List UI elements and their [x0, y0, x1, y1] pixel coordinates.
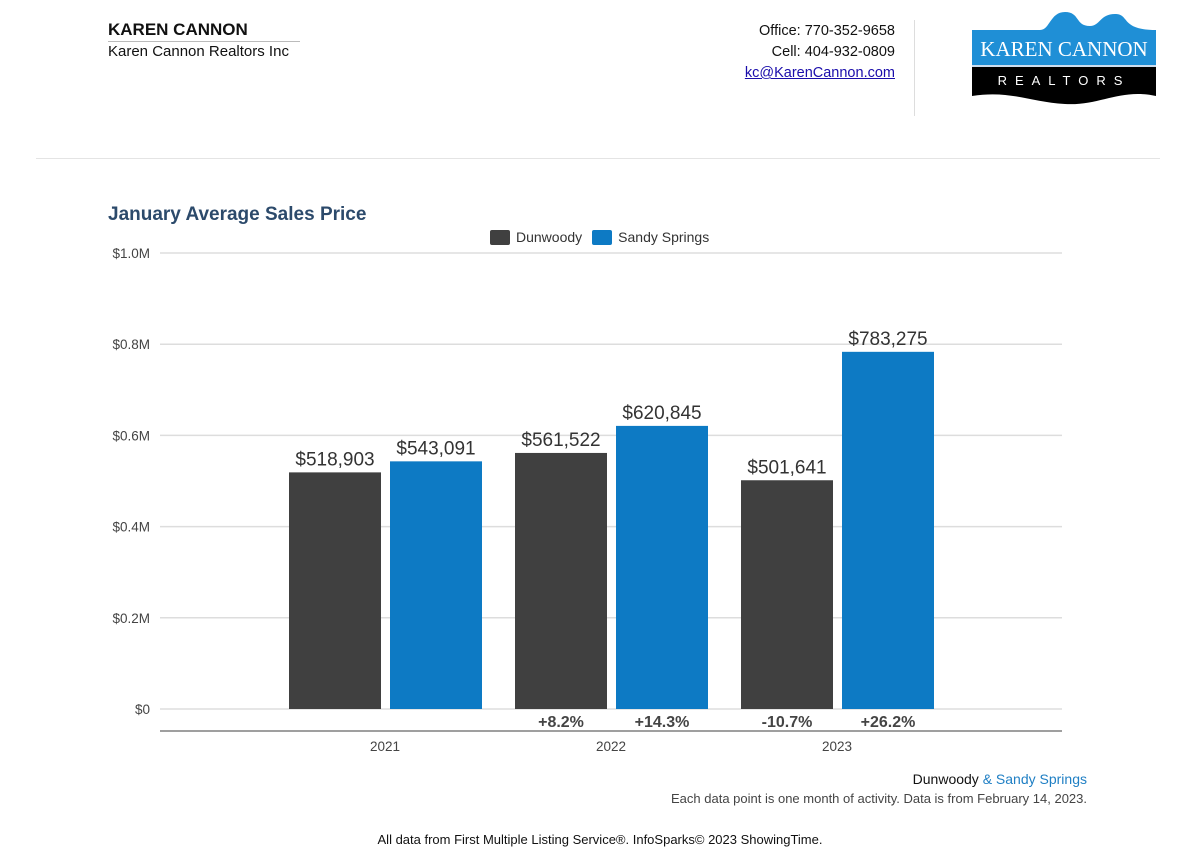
legend-label-dunwoody: Dunwoody: [516, 229, 583, 245]
divider: [108, 41, 300, 42]
data-note: Each data point is one month of activity…: [671, 791, 1087, 806]
legend-swatch-sandy-springs: [592, 229, 613, 245]
logo-subtext: REALTORS: [998, 73, 1131, 88]
change-label: +8.2%: [538, 714, 584, 731]
office-phone: Office: 770-352-9658: [759, 23, 895, 39]
x-tick-label: 2023: [822, 739, 852, 754]
legend-swatch-dunwoody: [490, 229, 510, 245]
chart-title: January Average Sales Price: [108, 204, 367, 225]
y-tick-label: $0.2M: [112, 611, 150, 626]
change-label: -10.7%: [762, 714, 813, 731]
bar-chart: $0 $0.2M $0.4M $0.6M $0.8M $1.0M 2021 $518,903 $…: [112, 246, 1062, 754]
y-tick-label: $0.6M: [112, 428, 150, 443]
email-link[interactable]: kc@KarenCannon.com: [744, 65, 895, 81]
contact-info: Office: 770-352-9658 Cell: 404-932-0809 …: [745, 21, 895, 84]
y-tick-label: $1.0M: [112, 246, 150, 261]
data-label: $518,903: [295, 449, 374, 470]
y-tick-label: $0.8M: [112, 337, 150, 352]
change-label: +26.2%: [861, 714, 916, 731]
y-tick-label: $0.4M: [112, 520, 150, 535]
bar-sandy-springs: [390, 461, 482, 709]
data-label: $501,641: [747, 457, 826, 478]
area-b: & Sandy Springs: [982, 771, 1087, 787]
source-info: Dunwoody & Sandy Springs Each data point…: [671, 770, 1087, 808]
logo-text: KAREN CANNON: [980, 37, 1147, 61]
legend-label-sandy-springs: Sandy Springs: [618, 229, 710, 245]
x-tick-label: 2021: [370, 739, 400, 754]
data-label: $543,091: [396, 438, 475, 459]
divider: [36, 158, 1160, 159]
y-tick-label: $0: [135, 702, 150, 717]
agent-name: KAREN CANNON: [108, 20, 248, 39]
data-label: $561,522: [521, 430, 600, 451]
logo: KAREN CANNON REALTORS: [972, 12, 1156, 105]
bar-dunwoody: [741, 480, 833, 709]
data-label: $783,275: [848, 329, 927, 350]
bar-sandy-springs: [616, 425, 708, 709]
bar-sandy-springs: [842, 351, 934, 709]
bar-dunwoody: [289, 472, 381, 709]
area-a: Dunwoody: [912, 771, 979, 787]
company-name: Karen Cannon Realtors Inc: [108, 43, 289, 60]
change-label: +14.3%: [635, 714, 690, 731]
x-tick-label: 2022: [596, 739, 626, 754]
divider: [914, 20, 915, 116]
bar-dunwoody: [515, 452, 607, 709]
footer: All data from First Multiple Listing Ser…: [377, 832, 823, 847]
legend: Dunwoody Sandy Springs: [490, 229, 709, 245]
cell-phone: Cell: 404-932-0809: [771, 44, 895, 60]
data-label: $620,845: [622, 403, 701, 424]
